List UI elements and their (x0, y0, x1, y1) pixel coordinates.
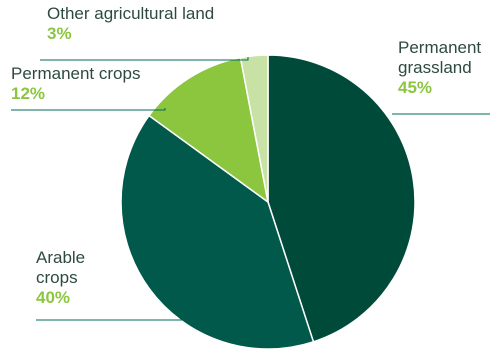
leader-line-permanent-crops (11, 108, 166, 111)
label-arable-line1: Arable (36, 248, 86, 267)
pie-slice-permanent-crops (148, 56, 270, 204)
pie-slice-other-agricultural-land (239, 54, 269, 203)
leader-lines (11, 57, 490, 321)
label-permanent-crops: Permanent crops 12% (11, 64, 140, 104)
leader-line-other (40, 57, 249, 61)
label-arable-percent: 40% (36, 288, 71, 307)
label-permanent-crops-name: Permanent crops (11, 64, 141, 83)
label-grassland-percent: 45% (398, 78, 433, 97)
label-grassland-line2: grassland (398, 58, 472, 77)
label-other-agricultural-land: Other agricultural land 3% (47, 4, 214, 44)
label-other-percent: 3% (47, 24, 72, 43)
pie-slices (120, 54, 416, 350)
label-permanent-grassland: Permanent grassland 45% (398, 38, 481, 98)
label-other-name: Other agricultural land (47, 4, 215, 23)
label-permanent-crops-percent: 12% (11, 84, 46, 103)
pie-slice-arable-crops (120, 114, 315, 350)
label-arable-line2: crops (36, 268, 78, 287)
pie-slice-permanent-grassland (267, 54, 416, 343)
label-arable-crops: Arable crops 40% (36, 248, 85, 308)
label-grassland-line1: Permanent (398, 38, 482, 57)
